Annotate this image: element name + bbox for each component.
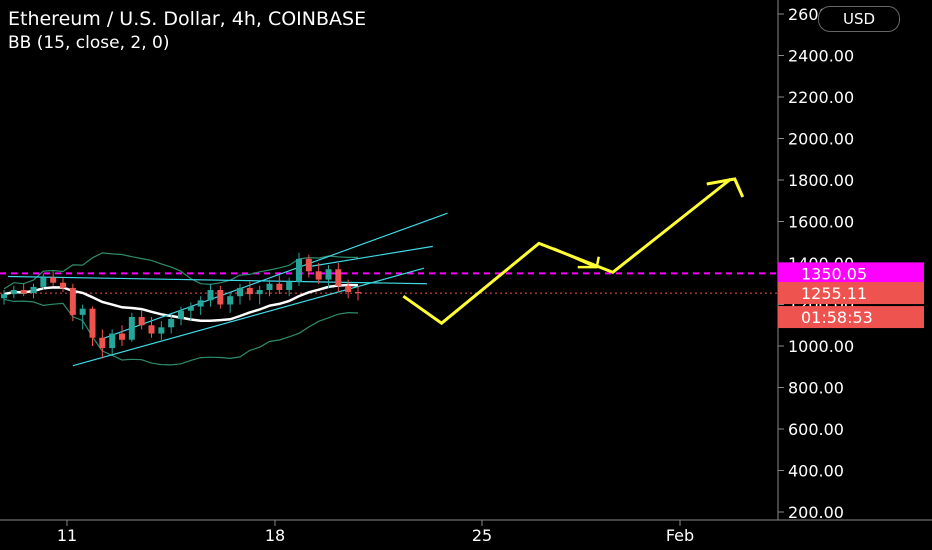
bb-lower-band (3, 298, 359, 366)
y-tick-label: 2000.00 (788, 130, 854, 149)
y-tick-label: 200.00 (788, 503, 844, 522)
y-tick-label: 800.00 (788, 379, 844, 398)
projection-path (402, 177, 732, 326)
candle-body (30, 286, 37, 294)
indicator-legend[interactable]: BB (15, close, 2, 0) (8, 33, 170, 53)
candle-body (266, 283, 273, 290)
candle-body (178, 310, 184, 320)
price-tag-bg (778, 306, 924, 329)
projection-branch-arrowhead (577, 256, 600, 269)
y-tick-label: 1800.00 (788, 171, 854, 190)
candle-body (40, 277, 47, 287)
candle-body (276, 283, 283, 290)
bb-upper-band (3, 252, 358, 290)
price-tag-label: 01:58:53 (801, 308, 873, 327)
candle-body (315, 271, 322, 280)
candle-body (128, 316, 135, 340)
y-tick-label: 1000.00 (788, 337, 854, 356)
candle-body (60, 282, 66, 288)
currency-button[interactable]: USD (818, 6, 900, 32)
candle-body (168, 319, 175, 328)
candle-body (197, 300, 204, 307)
trend-line-channel-middle (311, 245, 433, 267)
candle-body (217, 289, 224, 305)
x-tick-label: Feb (666, 526, 694, 545)
candle-body (20, 289, 27, 294)
candle-body (158, 327, 165, 334)
candle-body (50, 277, 57, 283)
candle-body (148, 325, 155, 334)
trend-line-falling-line (7, 275, 427, 285)
y-tick-label: 600.00 (788, 420, 844, 439)
candle-body (89, 308, 96, 338)
y-tick-label: 1600.00 (788, 213, 854, 232)
candle-body (227, 296, 234, 305)
chart-title: Ethereum / U.S. Dollar, 4h, COINBASE (8, 8, 367, 30)
price-tag-bg (778, 262, 924, 285)
candle-body (119, 333, 125, 340)
candle-body (10, 289, 17, 295)
y-tick-label: 2200.00 (788, 88, 854, 107)
y-tick-label: 2400.00 (788, 47, 854, 66)
candle-body (305, 258, 312, 272)
candle-body (286, 281, 293, 290)
candle-body (1, 294, 7, 299)
candle-body (296, 258, 302, 282)
candle-body (207, 289, 214, 301)
candle-body (99, 337, 106, 349)
candle-body (345, 285, 352, 293)
price-tag-label: 1350.05 (801, 264, 867, 283)
candle-body (256, 289, 263, 295)
candle-body (138, 316, 145, 326)
candle-body (69, 287, 76, 315)
candle-body (109, 333, 116, 349)
x-tick-label: 25 (472, 526, 492, 545)
candle-body (187, 306, 194, 311)
projection-branch-arrow (553, 247, 597, 269)
candle-body (237, 287, 243, 297)
projection-arrowhead (706, 177, 745, 198)
candle-body (79, 308, 86, 315)
x-tick-label: 11 (57, 526, 77, 545)
price-tag-bg (778, 282, 924, 305)
y-tick-label: 400.00 (788, 462, 844, 481)
candle-body (355, 292, 361, 294)
candle-body (246, 287, 253, 295)
candle-body (335, 269, 342, 286)
candle-body (325, 269, 332, 280)
price-tag-label: 1255.11 (801, 284, 867, 303)
trend-line-channel-lower (72, 267, 425, 367)
trend-line-channel-upper (99, 212, 448, 341)
x-tick-label: 18 (265, 526, 285, 545)
